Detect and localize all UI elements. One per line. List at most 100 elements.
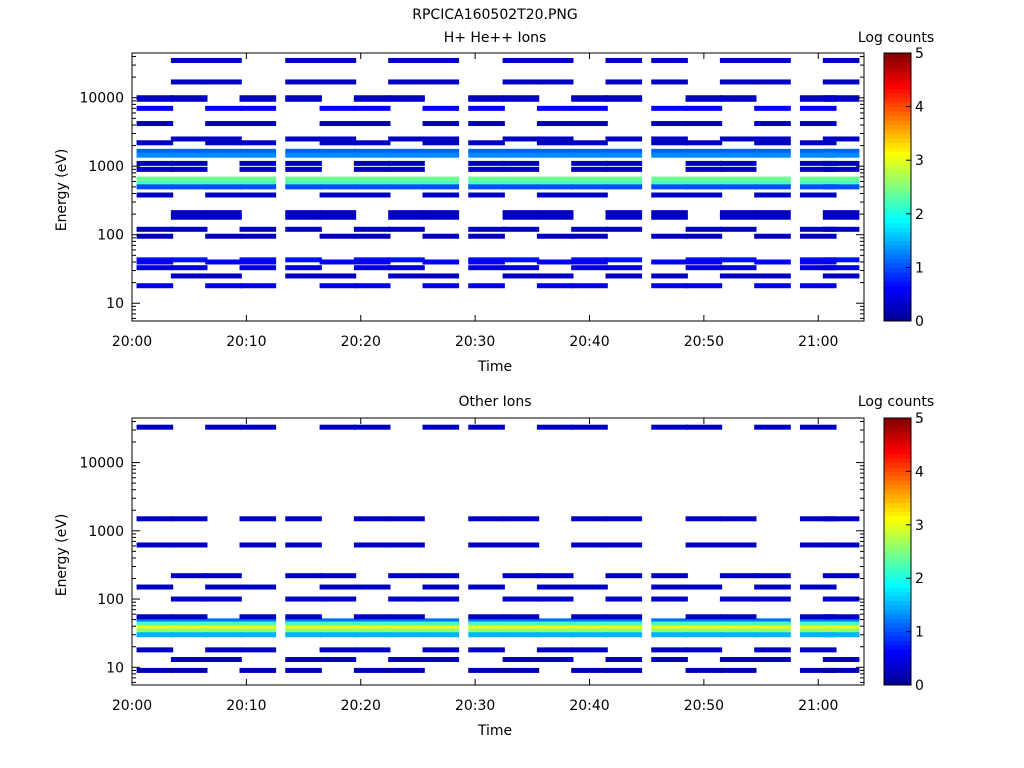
heatmap-cell	[353, 140, 391, 146]
colorbar-segment	[884, 164, 911, 170]
heatmap-cell	[422, 233, 460, 239]
heatmap-cell	[205, 259, 242, 265]
heatmap-cell	[468, 265, 505, 271]
heatmap-cell	[388, 625, 425, 631]
heatmap-cell	[285, 166, 322, 172]
heatmap-cell	[719, 265, 757, 271]
heatmap-cell	[205, 573, 242, 579]
colorbar-segment	[884, 658, 911, 664]
x-tick-label: 20:10	[226, 334, 266, 350]
heatmap-cell	[571, 105, 608, 111]
heatmap-cell	[205, 140, 242, 146]
heatmap-cell	[136, 180, 174, 186]
heatmap-cell	[571, 180, 608, 186]
heatmap-cell	[571, 424, 608, 430]
heatmap-cell	[136, 259, 174, 265]
heatmap-cell	[799, 542, 837, 548]
heatmap-cell	[319, 152, 357, 158]
heatmap-cell	[319, 180, 357, 186]
heatmap-cell	[388, 166, 425, 172]
heatmap-cell	[468, 628, 505, 634]
colorbar-segment	[884, 644, 911, 650]
heatmap-cell	[205, 210, 242, 216]
heatmap-cell	[502, 57, 540, 63]
y-tick-label: 10000	[79, 91, 124, 107]
heatmap-cell	[536, 140, 574, 146]
heatmap-cell	[285, 57, 322, 63]
heatmap-cell	[571, 628, 608, 634]
heatmap-cell	[136, 618, 174, 624]
heatmap-cell	[239, 176, 277, 182]
colorbar-segment	[884, 640, 911, 646]
heatmap-cell	[136, 184, 174, 190]
heatmap-cell	[205, 192, 242, 198]
heatmap-cell	[754, 424, 791, 430]
panel-title: Other Ions	[458, 394, 531, 410]
heatmap-cell	[319, 628, 357, 634]
heatmap-cell	[468, 160, 505, 166]
heatmap-cell	[822, 96, 860, 102]
heatmap-cell	[799, 632, 837, 638]
heatmap-cell	[239, 667, 277, 673]
colorbar-segment	[884, 631, 911, 637]
x-tick-label: 21:00	[798, 698, 838, 714]
colorbar-segment	[884, 453, 911, 459]
heatmap-cell	[422, 105, 460, 111]
heatmap-cell	[170, 657, 208, 663]
heatmap-cell	[822, 516, 860, 522]
colorbar-tick-label: 1	[915, 625, 924, 641]
heatmap-cell	[388, 614, 425, 620]
colorbar-segment	[884, 151, 911, 157]
colorbar-segment	[884, 146, 911, 152]
heatmap-cell	[754, 657, 791, 663]
heatmap-cell	[239, 259, 277, 265]
heatmap-cell	[536, 259, 574, 265]
heatmap-cell	[719, 625, 757, 631]
colorbar-segment	[884, 97, 911, 103]
colorbar-segment	[884, 209, 911, 215]
colorbar-segment	[884, 249, 911, 255]
heatmap-cell	[502, 257, 540, 263]
heatmap-cell	[205, 596, 242, 602]
heatmap-cell	[651, 233, 688, 239]
heatmap-cell	[502, 265, 540, 271]
heatmap-cell	[319, 105, 357, 111]
heatmap-cell	[388, 79, 425, 85]
heatmap-cell	[822, 148, 860, 154]
heatmap-cell	[822, 618, 860, 624]
heatmap-cell	[536, 148, 574, 154]
heatmap-cell	[536, 618, 574, 624]
heatmap-cell	[605, 516, 643, 522]
heatmap-cell	[468, 121, 505, 127]
heatmap-cell	[468, 618, 505, 624]
heatmap-cell	[719, 273, 757, 279]
heatmap-cell	[388, 176, 425, 182]
colorbar-segment	[884, 507, 911, 512]
colorbar-segment	[884, 213, 911, 219]
heatmap-cell	[822, 226, 860, 232]
heatmap-cell	[685, 542, 723, 548]
heatmap-cell	[605, 265, 643, 271]
colorbar-segment	[884, 604, 911, 610]
heatmap-cell	[822, 265, 860, 271]
heatmap-cell	[422, 192, 460, 198]
heatmap-cell	[388, 618, 425, 624]
heatmap-cell	[422, 584, 460, 590]
heatmap-cell	[353, 628, 391, 634]
heatmap-cell	[502, 136, 540, 142]
colorbar-segment	[884, 542, 911, 548]
colorbar-segment	[884, 582, 911, 588]
colorbar-segment	[884, 303, 911, 309]
heatmap-cell	[422, 625, 460, 631]
heatmap-cell	[799, 152, 837, 158]
colorbar-segment	[884, 613, 911, 619]
heatmap-cell	[799, 424, 837, 430]
heatmap-cell	[822, 214, 860, 220]
colorbar-tick-label: 0	[915, 678, 924, 694]
heatmap-cell	[685, 192, 723, 198]
colorbar-segment	[884, 155, 911, 161]
heatmap-cell	[353, 265, 391, 271]
heatmap-cell	[605, 160, 643, 166]
heatmap-cell	[536, 584, 574, 590]
heatmap-cell	[170, 573, 208, 579]
